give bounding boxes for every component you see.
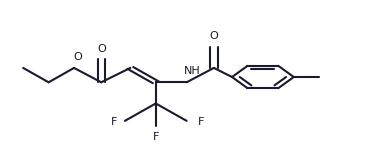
Text: F: F: [153, 132, 159, 142]
Text: F: F: [111, 117, 117, 127]
Text: O: O: [97, 44, 106, 54]
Text: NH: NH: [184, 66, 201, 76]
Text: F: F: [198, 117, 204, 127]
Text: O: O: [209, 31, 218, 41]
Text: O: O: [73, 52, 82, 62]
